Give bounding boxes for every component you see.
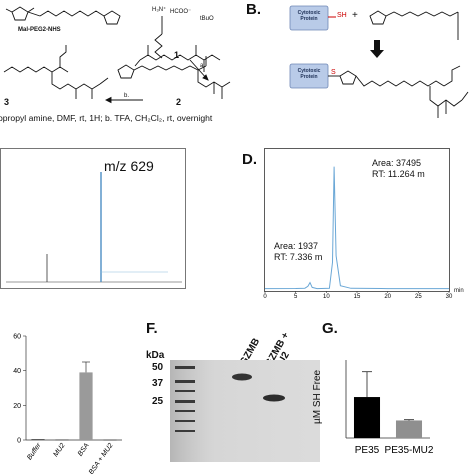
ladder-band [175,420,195,422]
compound-3-label: 3 [4,97,10,107]
gzmb-mu2-band [263,394,285,402]
panel-f-letter: F. [146,320,158,337]
protein-box-1 [289,5,329,31]
bar-e-y-tick-label: 40 [13,368,21,375]
bar-e-y-tick-label: 20 [13,403,21,410]
marker-25: 25 [152,396,164,407]
bar-e-category-label: MU2 [52,442,66,458]
nh3-label: H₃N⁺ [152,7,167,13]
ladder-band [175,410,195,412]
reagent-label: Mal-PEG2-NHS [18,27,61,33]
panel-d-letter: D. [242,151,257,168]
bar-g-bar [395,420,423,438]
bar-e-category-label: Buffer [26,442,43,462]
hplc-plot: 0 5 10 15 20 25 30 [263,148,453,300]
ladder-band [175,366,195,369]
marker-50: 50 [152,362,164,373]
ladder-bands [175,366,195,432]
peak2-rt-label: RT: 11.264 m [372,169,425,179]
mz-label: m/z 629 [104,158,154,174]
protein-label-2: Cytotoxic Protein [297,68,321,80]
mass-spectrum-plot [0,148,186,289]
bar-e-y-tick-label: 60 [13,334,21,341]
hplc-x-tick-label: 25 [415,294,422,300]
peak1-rt-label: RT: 7.336 m [274,252,323,262]
hplc-x-unit: min [454,288,464,294]
panel-g-letter: G. [322,320,338,337]
s-label: S [331,69,336,76]
panel-e: 0 20 40 60 Buffer MU2 BSA BSA + MU2 [0,320,128,474]
gzmb-band [232,373,252,381]
counterion-label: HCOO⁻ [170,9,192,15]
western-blot [170,360,320,462]
compound-2-label: 2 [176,97,182,107]
hplc-x-tick-label: 5 [294,294,298,300]
marker-37: 37 [152,378,164,389]
panel-g: G. µM SH Free PE35 PE35-MU2 [312,320,474,474]
bar-chart-g: PE35 PE35-MU2 [345,360,434,456]
bar-e-bar [103,439,117,441]
bar-g-bar [353,397,381,438]
panel-a: Mal-PEG2-NHS H₃N⁺ HCOO⁻ tBuO 1 a. b. 3 2… [0,0,235,125]
peak2-area-label: Area: 37495 [372,158,422,168]
tbuo-label: tBuO [200,16,214,22]
compound-1-label: 1 [174,50,180,60]
kda-label: kDa [146,350,165,361]
panel-b: B. Cytotoxic Protein Cytotoxic Protein S… [240,0,474,128]
bar-e-bar [31,439,45,440]
panel-c: m/z 629 [0,148,186,294]
hplc-trace [264,166,449,290]
hplc-x-tick-label: 10 [323,294,330,300]
peak1-area-label: Area: 1937 [274,241,319,251]
sh-label: SH [337,12,347,19]
panel-f: F. kDa 50 37 25 GZMB GZMB + MU2 [140,320,322,474]
bar-g-category-label: PE35-MU2 [385,445,434,456]
bar-e-y-tick-label: 0 [17,438,21,445]
mass-spectrum-frame [0,148,186,289]
protein-label-1: Cytotoxic Protein [297,10,321,22]
hplc-x-ticks: 0 5 10 15 20 25 30 [263,291,453,300]
bar-g-category-label: PE35 [355,445,380,456]
hplc-x-tick-label: 15 [354,294,361,300]
hplc-x-tick-label: 30 [446,294,453,300]
ladder-band [175,390,195,392]
bar-e-category-label: BSA + MU2 [88,442,115,474]
bar-e-category-label: BSA [77,442,91,458]
bar-e-bar [55,439,69,441]
step-b-label: b. [124,93,130,99]
hplc-x-tick-label: 20 [384,294,391,300]
step-a-label: a. [200,63,206,69]
panel-d: D. 0 5 10 15 20 25 30 Area: 37495 RT: 11.264 m… [232,148,474,300]
bar-e-bar [79,372,93,440]
ladder-band [175,380,195,383]
panel-b-letter: B. [246,1,261,18]
hplc-x-tick-label: 0 [263,294,267,300]
ladder-band [175,400,195,403]
ladder-band [175,430,195,432]
panel-a-structures [3,6,231,104]
reaction-conditions: opropyl amine, DMF, rt, 1H; b. TFA, CH₂C… [0,113,213,123]
panel-b-structures [289,5,469,118]
plus-sign: + [352,10,358,21]
